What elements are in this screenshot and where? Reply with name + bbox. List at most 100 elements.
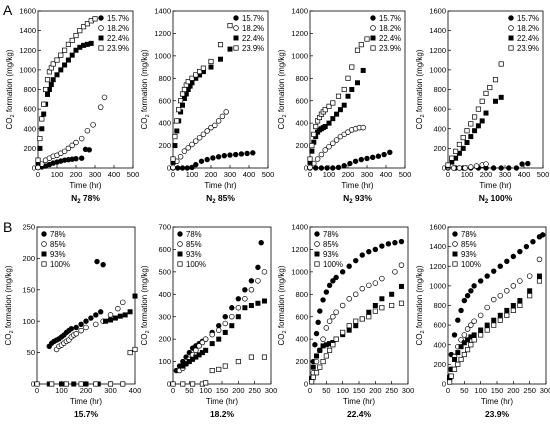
legend-label: 93% [50,250,66,259]
data-point [530,239,536,245]
data-point [185,145,191,151]
legend-marker [452,231,458,237]
legend-label: 18.2% [107,24,129,33]
data-point [108,317,114,323]
data-point [189,164,195,171]
data-point [189,141,195,148]
data-point [510,283,517,289]
data-point [333,309,339,315]
data-point [65,41,71,47]
y-tick-label: 150 [22,285,35,294]
series-224 [307,67,366,165]
chart-6: 0 50 100 150 200 250 3000100200300400500600700… [140,223,277,419]
data-point [314,353,320,359]
data-point [492,77,499,83]
data-point [330,278,336,284]
data-point [222,314,228,320]
series-224 [445,94,504,169]
legend-marker [177,261,183,267]
data-point [487,84,493,91]
data-point [445,162,451,168]
data-point [504,288,510,294]
data-point [178,98,184,104]
data-point [477,312,484,319]
x-tick-label: 300 [361,170,374,179]
y-tick-label: 1600 [19,7,36,16]
plot-frame [172,10,269,169]
data-point [458,307,464,314]
y-tick-label: 1200 [291,29,308,38]
y-tick-label: 400 [23,124,36,133]
data-point [185,79,191,85]
y-axis-label: CO2 formation (mg/kg) [415,49,426,129]
legend: 15.7%18.2%22.4%23.9% [233,14,264,53]
x-tick-label: 200 [70,170,83,179]
y-tick-label: 200 [433,360,446,369]
data-point [63,381,69,387]
y-tick-label: 1400 [429,242,446,251]
series-93 [34,293,138,387]
data-point [49,381,55,387]
data-point [250,150,256,156]
data-point [345,75,351,81]
legend-label: 23.9% [517,44,539,53]
data-point [117,313,123,319]
legend-marker [233,35,239,41]
data-point [330,165,336,171]
series-85 [53,299,126,353]
data-point [398,283,404,289]
data-point [484,327,490,333]
legend: 15.7%18.2%22.4%23.9% [98,14,129,53]
data-point [358,156,364,163]
data-point [366,282,372,289]
series-157 [307,149,393,171]
data-point [189,75,195,81]
data-point [200,65,206,71]
data-point [398,238,405,245]
data-point [318,151,325,158]
data-point [379,275,385,282]
data-point [50,61,56,67]
x-tick-label: 400 [243,170,256,179]
data-point [112,315,118,321]
data-point [172,143,178,149]
data-point [333,336,339,342]
data-point [322,124,328,130]
data-point [504,312,510,318]
y-tick-label: 600 [433,105,446,114]
data-point [86,147,93,153]
panel-label-a: A [3,2,13,18]
data-point [341,86,347,93]
data-point [212,122,218,129]
y-tick-label: 1000 [154,51,171,60]
x-tick-label: 500 [537,170,550,179]
data-point [244,150,250,157]
data-point [184,165,190,171]
data-point [78,135,85,142]
data-point [323,353,329,359]
legend-marker [508,35,514,41]
chart-4: 0 100 200 300 400 500 0 200 400 600 800 1000 1200 140… [415,7,549,205]
legend-label: 100% [186,260,206,269]
data-point [177,154,184,160]
data-point [248,278,255,284]
data-point [472,114,478,120]
data-point [320,297,326,303]
data-point [456,141,462,148]
data-point [352,158,359,164]
x-tick-label: 0 [308,170,312,179]
data-point [69,142,75,149]
y-tick-label: 600 [23,105,36,114]
data-point [359,285,366,292]
data-point [317,364,323,370]
legend-marker [98,25,104,31]
y-tick-label: 800 [158,74,171,83]
x-tick-label: 400 [380,170,393,179]
data-point [471,337,477,343]
x-tick-label: 150 [491,386,504,395]
data-point [468,322,474,328]
series-239 [35,16,98,163]
data-point [475,106,481,112]
data-point [235,296,242,302]
series-182 [170,109,229,171]
